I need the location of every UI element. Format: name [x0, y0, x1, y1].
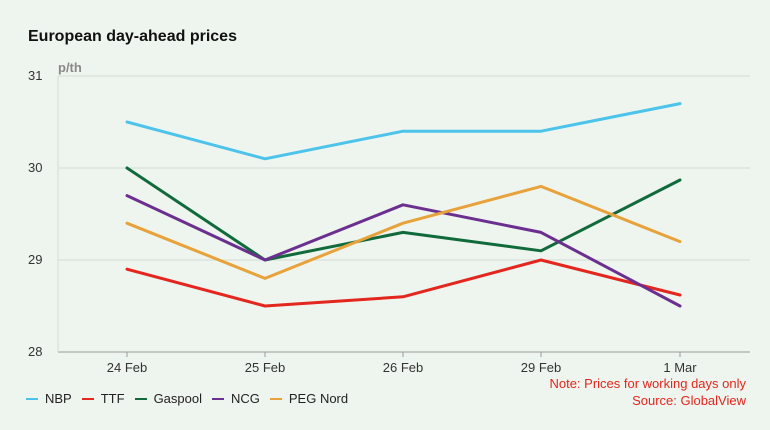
source-text: Source: GlobalView	[632, 393, 746, 408]
legend-swatch	[81, 397, 94, 400]
x-tick-label: 24 Feb	[107, 360, 147, 375]
legend-item-peg-nord: PEG Nord	[269, 391, 349, 406]
legend: NBP TTF Gaspool NCG PEG Nord	[26, 391, 358, 406]
legend-swatch	[211, 397, 224, 400]
x-axis-ticks: 24 Feb 25 Feb 26 Feb 29 Feb 1 Mar	[107, 352, 697, 375]
note-text: Note: Prices for working days only	[549, 376, 746, 391]
chart-note: Note: Prices for working days only Sourc…	[549, 375, 746, 409]
x-tick-label: 1 Mar	[663, 360, 697, 375]
y-tick-label: 29	[28, 252, 42, 267]
y-axis-unit: p/th	[58, 60, 82, 75]
x-tick-label: 29 Feb	[521, 360, 561, 375]
x-tick-label: 25 Feb	[245, 360, 285, 375]
legend-label: PEG Nord	[288, 391, 349, 406]
legend-label: NCG	[230, 391, 260, 406]
legend-swatch	[134, 397, 147, 400]
legend-item-ttf: TTF	[81, 391, 125, 406]
y-axis-ticks: 28 29 30 31	[28, 68, 42, 359]
legend-item-gaspool: Gaspool	[134, 391, 202, 406]
legend-label: NBP	[45, 391, 72, 406]
y-tick-label: 30	[28, 160, 42, 175]
series-line-ttf	[125, 258, 682, 308]
legend-swatch	[269, 397, 282, 400]
chart-title: European day-ahead prices	[28, 28, 237, 45]
legend-label: TTF	[100, 391, 125, 406]
legend-item-ncg: NCG	[211, 391, 260, 406]
x-tick-label: 26 Feb	[383, 360, 423, 375]
series-line-peg-nord	[125, 184, 682, 280]
y-tick-label: 31	[28, 68, 42, 83]
series-line-nbp	[125, 102, 682, 161]
y-tick-label: 28	[28, 344, 42, 359]
series-lines	[125, 102, 682, 308]
legend-item-nbp: NBP	[26, 391, 72, 406]
series-line-gaspool	[125, 166, 682, 262]
legend-label: Gaspool	[153, 391, 202, 406]
grid	[57, 75, 750, 353]
series-line-ncg	[125, 194, 682, 308]
legend-swatch	[26, 397, 38, 400]
